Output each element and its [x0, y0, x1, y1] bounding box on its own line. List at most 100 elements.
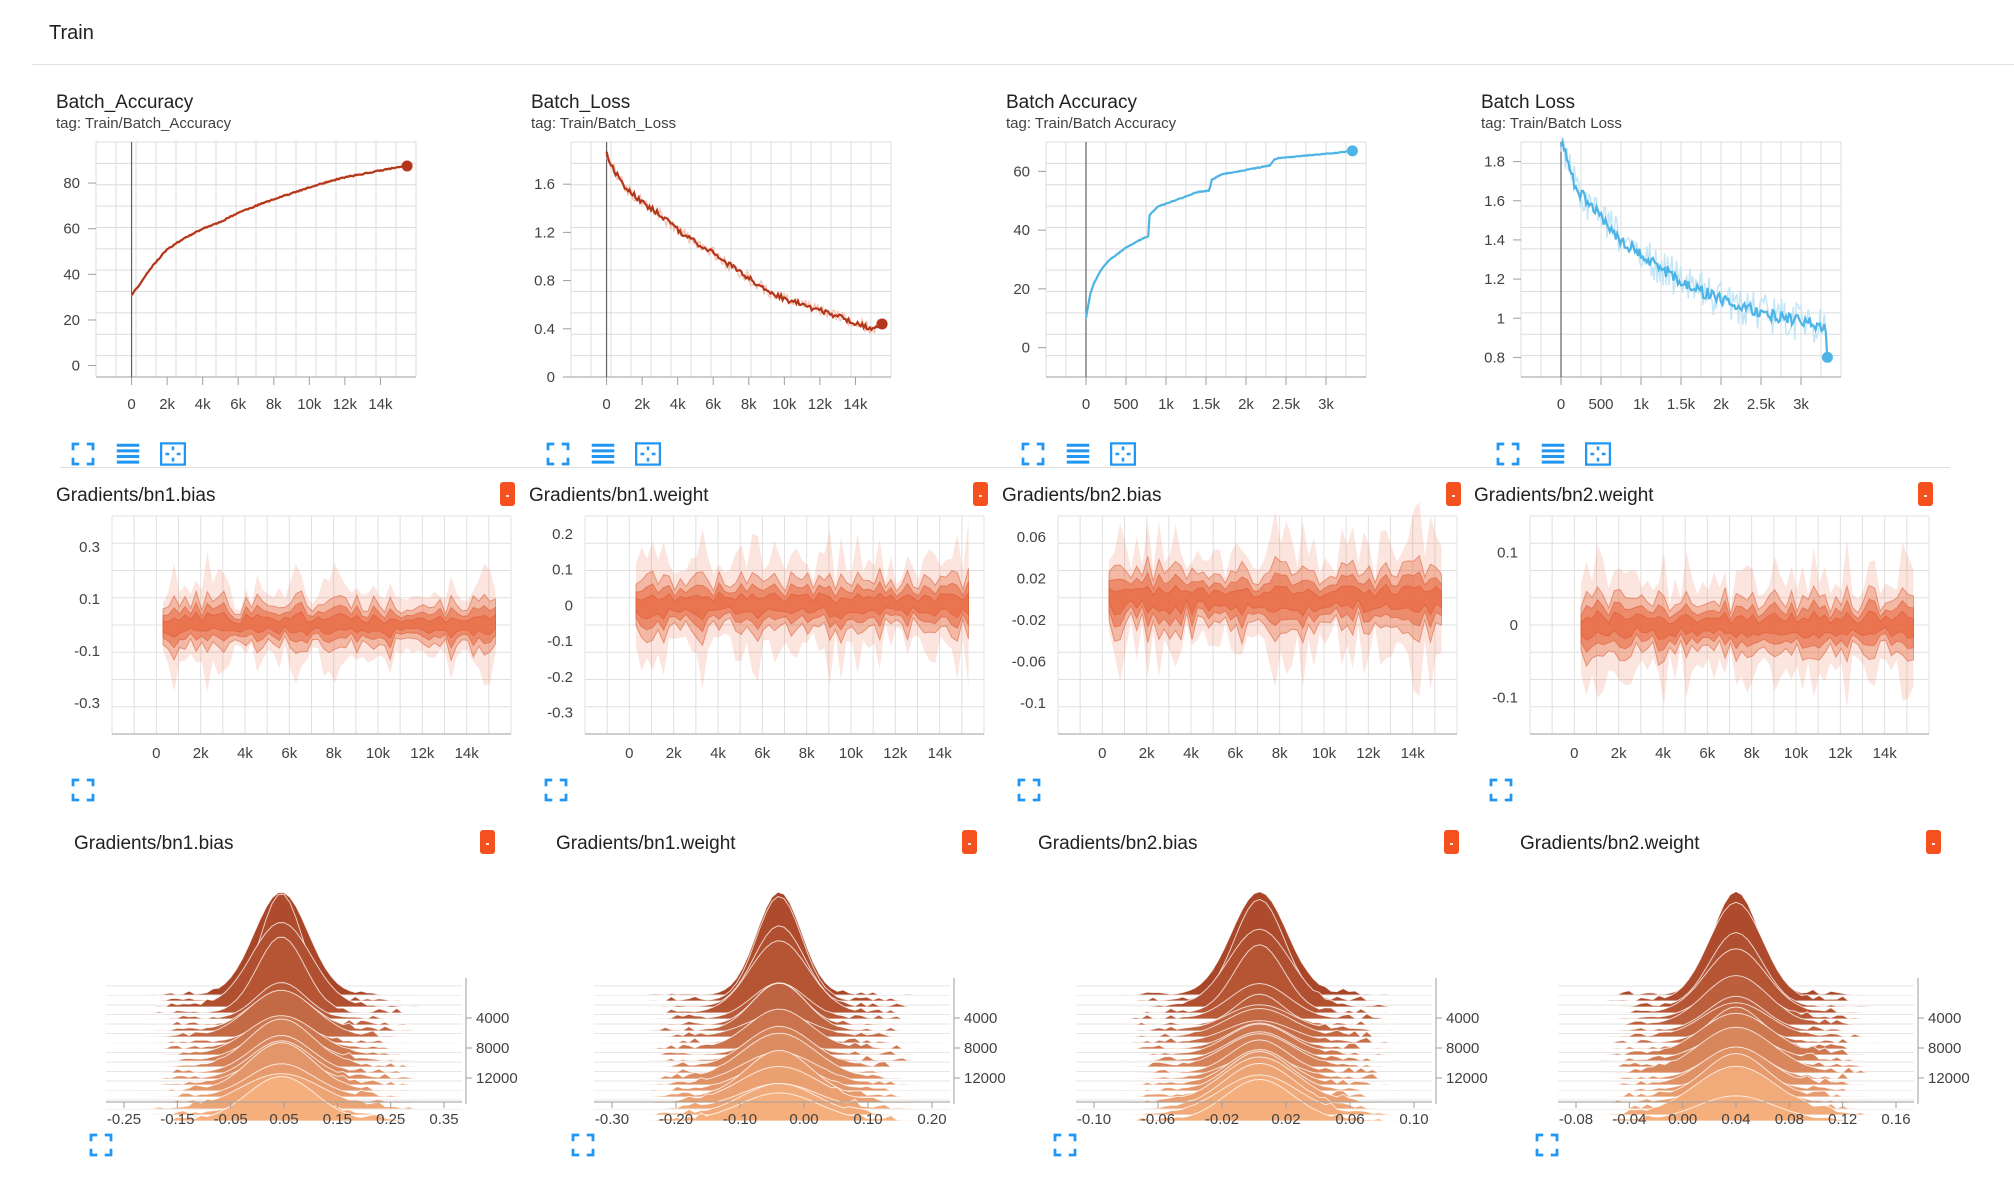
corner-strokes	[1021, 442, 1045, 466]
row-divider	[60, 467, 1950, 468]
y-tick-label: 0.3	[79, 539, 100, 556]
fullscreen-icon[interactable]	[86, 1130, 116, 1160]
distribution-chart[interactable]: 0 2k 4k 6k 8k 10k 12k 14k -0.1 0 0.1	[1474, 515, 1944, 766]
fullscreen-icon[interactable]	[68, 439, 98, 469]
x-tick-label: 1.5k	[1192, 396, 1221, 413]
corner-strokes	[1053, 1133, 1077, 1157]
list-line	[591, 449, 615, 453]
fullscreen-icon[interactable]	[1532, 1130, 1562, 1160]
fit-domain-icon[interactable]	[1108, 439, 1138, 469]
histogram-slice	[1076, 1078, 1432, 1122]
x-tick-label: -0.30	[595, 1111, 629, 1128]
colored-label-badge[interactable]	[1918, 482, 1933, 506]
fullscreen-icon[interactable]	[541, 775, 571, 805]
list-icon	[1541, 443, 1565, 464]
list-icon[interactable]	[1063, 439, 1093, 469]
x-tick-label: 0	[1098, 745, 1106, 762]
x-tick-label: 2k	[1139, 745, 1155, 762]
y-tick-label: 0.1	[1497, 544, 1518, 561]
x-tick-label: 2k	[666, 745, 682, 762]
x-tick-label: 8k	[266, 396, 282, 413]
x-tick-label: 0.10	[853, 1111, 882, 1128]
scalar-chart[interactable]: 0 2k 4k 6k 8k 10k 12k 14k 0 20 40 60 80	[56, 141, 526, 432]
x-tick-label: 12k	[333, 396, 358, 413]
histogram-chart[interactable]: -0.25 -0.15 -0.05 0.05 0.15 0.25 0.35 4000 8000 1…	[102, 868, 522, 1148]
fit-domain-icon[interactable]	[158, 439, 188, 469]
card-title: Batch Loss	[1481, 92, 1575, 113]
y-tick-label: -0.1	[74, 643, 100, 660]
fullscreen-icon	[571, 1133, 595, 1157]
x-tick-label: 14k	[455, 745, 480, 762]
colored-label-badge[interactable]	[480, 830, 495, 854]
scalar-chart[interactable]: 0 500 1k 1.5k 2k 2.5k 3k 0.8 1 1.2 1.4 1.6 1.8	[1481, 137, 1951, 432]
scalar-card-batch-loss-2: Batch Loss tag: Train/Batch Loss 0 500 1k 1…	[1481, 92, 1951, 472]
smoothed-series-line	[1559, 137, 1829, 362]
histogram-slice	[594, 1092, 950, 1122]
fullscreen-icon[interactable]	[68, 775, 98, 805]
card-title: Gradients/bn2.bias	[1002, 485, 1162, 506]
x-tick-label: -0.10	[723, 1111, 757, 1128]
x-tick-label: 0.10	[1399, 1111, 1428, 1128]
distribution-chart[interactable]: 0 2k 4k 6k 8k 10k 12k 14k -0.3 -0.1 0.1 0.3	[56, 515, 526, 766]
x-tick-label: 0	[152, 745, 160, 762]
section-header[interactable]: Train	[32, 0, 2014, 65]
fullscreen-icon[interactable]	[543, 439, 573, 469]
x-tick-label: 4k	[670, 396, 686, 413]
y-tick-label: 1.6	[534, 176, 555, 193]
corner-strokes	[1535, 1133, 1559, 1157]
fullscreen-icon[interactable]	[568, 1130, 598, 1160]
fit-domain-icon	[635, 442, 661, 466]
x-tick-label: 12k	[1356, 745, 1381, 762]
scalar-chart[interactable]: 0 500 1k 1.5k 2k 2.5k 3k 0 20 40 60	[1006, 141, 1476, 432]
colored-label-badge[interactable]	[962, 830, 977, 854]
colored-label-badge[interactable]	[1444, 830, 1459, 854]
y-tick-label: 20	[1013, 281, 1030, 298]
fullscreen-icon	[71, 778, 95, 802]
fullscreen-icon[interactable]	[1050, 1130, 1080, 1160]
x-tick-label: -0.02	[1205, 1111, 1239, 1128]
x-tick-label: -0.15	[160, 1111, 194, 1128]
fullscreen-icon	[1489, 778, 1513, 802]
scalar-chart[interactable]: 0 2k 4k 6k 8k 10k 12k 14k 0.4 0.8 1.2 1.6 0	[531, 141, 1001, 432]
y-tick-label: 60	[63, 221, 80, 238]
list-icon[interactable]	[1538, 439, 1568, 469]
fit-domain-icon[interactable]	[1583, 439, 1613, 469]
card-title: Batch Accuracy	[1006, 92, 1137, 113]
frame	[635, 442, 661, 466]
x-tick-label: 2k	[634, 396, 650, 413]
last-value-marker	[1821, 351, 1833, 363]
list-icon[interactable]	[113, 439, 143, 469]
histogram-chart[interactable]: -0.08 -0.04 0.00 0.04 0.08 0.12 0.16 4000 8000 12…	[1554, 868, 1974, 1148]
fullscreen-icon[interactable]	[1018, 439, 1048, 469]
colored-label-badge[interactable]	[500, 482, 515, 506]
x-tick-label: -0.25	[107, 1111, 141, 1128]
y-tick-label: 8000	[964, 1040, 997, 1057]
histogram-chart[interactable]: -0.30 -0.20 -0.10 0.00 0.10 0.20 4000 8000 12000	[590, 868, 1010, 1148]
y-tick-label: 12000	[476, 1070, 518, 1087]
x-tick-label: 6k	[230, 396, 246, 413]
x-tick-label: 3k	[1793, 396, 1809, 413]
colored-label-badge[interactable]	[1926, 830, 1941, 854]
fit-domain-icon	[1110, 442, 1136, 466]
distribution-chart[interactable]: 0 2k 4k 6k 8k 10k 12k 14k -0.3 -0.2 -0.1 0 0.1 0.2	[529, 515, 999, 766]
corner-strokes	[1489, 778, 1513, 802]
colored-label-badge[interactable]	[973, 482, 988, 506]
list-icon[interactable]	[588, 439, 618, 469]
grid	[1520, 141, 1842, 378]
x-tick-label: 2k	[193, 745, 209, 762]
fit-domain-icon	[1585, 442, 1611, 466]
x-tick-label: 0.05	[269, 1111, 298, 1128]
y-tick-label: -0.06	[1012, 653, 1046, 670]
corner-strokes	[544, 778, 568, 802]
fullscreen-icon[interactable]	[1014, 775, 1044, 805]
fullscreen-icon[interactable]	[1493, 439, 1523, 469]
fullscreen-icon[interactable]	[1486, 775, 1516, 805]
x-tick-label: 12k	[1828, 745, 1853, 762]
colored-label-badge[interactable]	[1446, 482, 1461, 506]
distribution-band	[635, 591, 969, 621]
x-tick-label: 14k	[1401, 745, 1426, 762]
list-line	[591, 443, 615, 447]
distribution-chart[interactable]: 0 2k 4k 6k 8k 10k 12k 14k -0.1 -0.06 -0.02 0.02 0.06	[1002, 501, 1472, 766]
fit-domain-icon[interactable]	[633, 439, 663, 469]
histogram-chart[interactable]: -0.10 -0.06 -0.02 0.02 0.06 0.10 4000 8000 12000	[1072, 868, 1492, 1148]
